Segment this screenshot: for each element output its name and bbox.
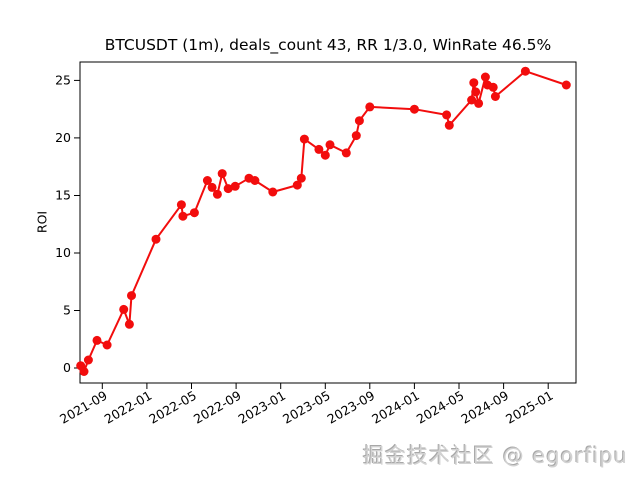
data-point-marker [561, 80, 571, 90]
y-tick-label: 5 [63, 303, 71, 318]
data-point-marker [127, 291, 136, 301]
axes-frame [79, 61, 577, 384]
x-tick-label: 2022-05 [146, 388, 199, 427]
data-point-marker [119, 304, 129, 314]
data-point-marker [79, 367, 89, 376]
data-point-marker [442, 110, 452, 120]
data-point-marker [314, 144, 324, 154]
data-point-marker [223, 184, 233, 194]
y-tick-label: 25 [55, 73, 71, 88]
data-point-marker [469, 78, 479, 88]
y-tick-label: 10 [55, 245, 71, 260]
data-point-marker [354, 116, 364, 126]
y-tick-label: 15 [55, 188, 71, 203]
data-point-marker [268, 187, 278, 197]
x-tick-label: 2023-09 [325, 388, 378, 427]
data-point-marker [292, 180, 302, 190]
x-tick-label: 2023-05 [280, 388, 333, 427]
data-point-marker [217, 169, 227, 179]
data-point-marker [409, 104, 419, 114]
data-point-marker [471, 87, 481, 97]
y-tick-label: 20 [55, 130, 71, 145]
x-tick-label: 2021-09 [57, 388, 110, 427]
data-point-marker [83, 355, 93, 365]
data-point-marker [250, 176, 260, 185]
data-point-marker [480, 72, 490, 82]
watermark-text: 掘金技术社区 @ egorfipu [363, 444, 628, 468]
data-point-marker [202, 176, 212, 185]
y-axis-label: ROI [34, 210, 50, 234]
x-tick-label: 2024-05 [414, 388, 467, 427]
chart-title: BTCUSDT (1m), deals_count 43, RR 1/3.0, … [104, 36, 552, 54]
data-point-marker [176, 200, 186, 210]
roi-line [79, 70, 568, 373]
data-point-marker [520, 66, 530, 76]
x-tick-label: 2023-01 [235, 388, 288, 427]
data-point-marker [474, 98, 484, 108]
data-point-marker [207, 182, 217, 192]
data-point-marker [124, 319, 134, 329]
data-point-marker [296, 173, 306, 183]
x-tick-label: 2022-01 [102, 388, 155, 427]
data-point-marker [102, 340, 112, 350]
data-point-marker [299, 134, 309, 144]
data-point-marker [92, 335, 102, 345]
x-tick-label: 2024-01 [369, 388, 422, 427]
x-tick-label: 2022-09 [191, 388, 244, 427]
data-point-marker [488, 82, 498, 92]
data-point-marker [341, 148, 351, 158]
x-tick-label: 2025-01 [503, 388, 556, 427]
data-point-marker [444, 120, 454, 130]
y-tick-label: 0 [63, 360, 71, 375]
data-point-marker [490, 92, 500, 101]
data-point-marker [178, 211, 188, 221]
data-point-marker [189, 208, 199, 218]
data-point-marker [212, 189, 222, 199]
data-point-marker [230, 181, 240, 191]
data-point-marker [320, 150, 330, 160]
data-point-marker [325, 140, 335, 150]
data-point-marker [151, 234, 161, 244]
data-point-marker [365, 102, 375, 112]
x-tick-label: 2024-09 [458, 388, 511, 427]
data-point-marker [351, 131, 361, 141]
data-point-marker [467, 95, 477, 105]
